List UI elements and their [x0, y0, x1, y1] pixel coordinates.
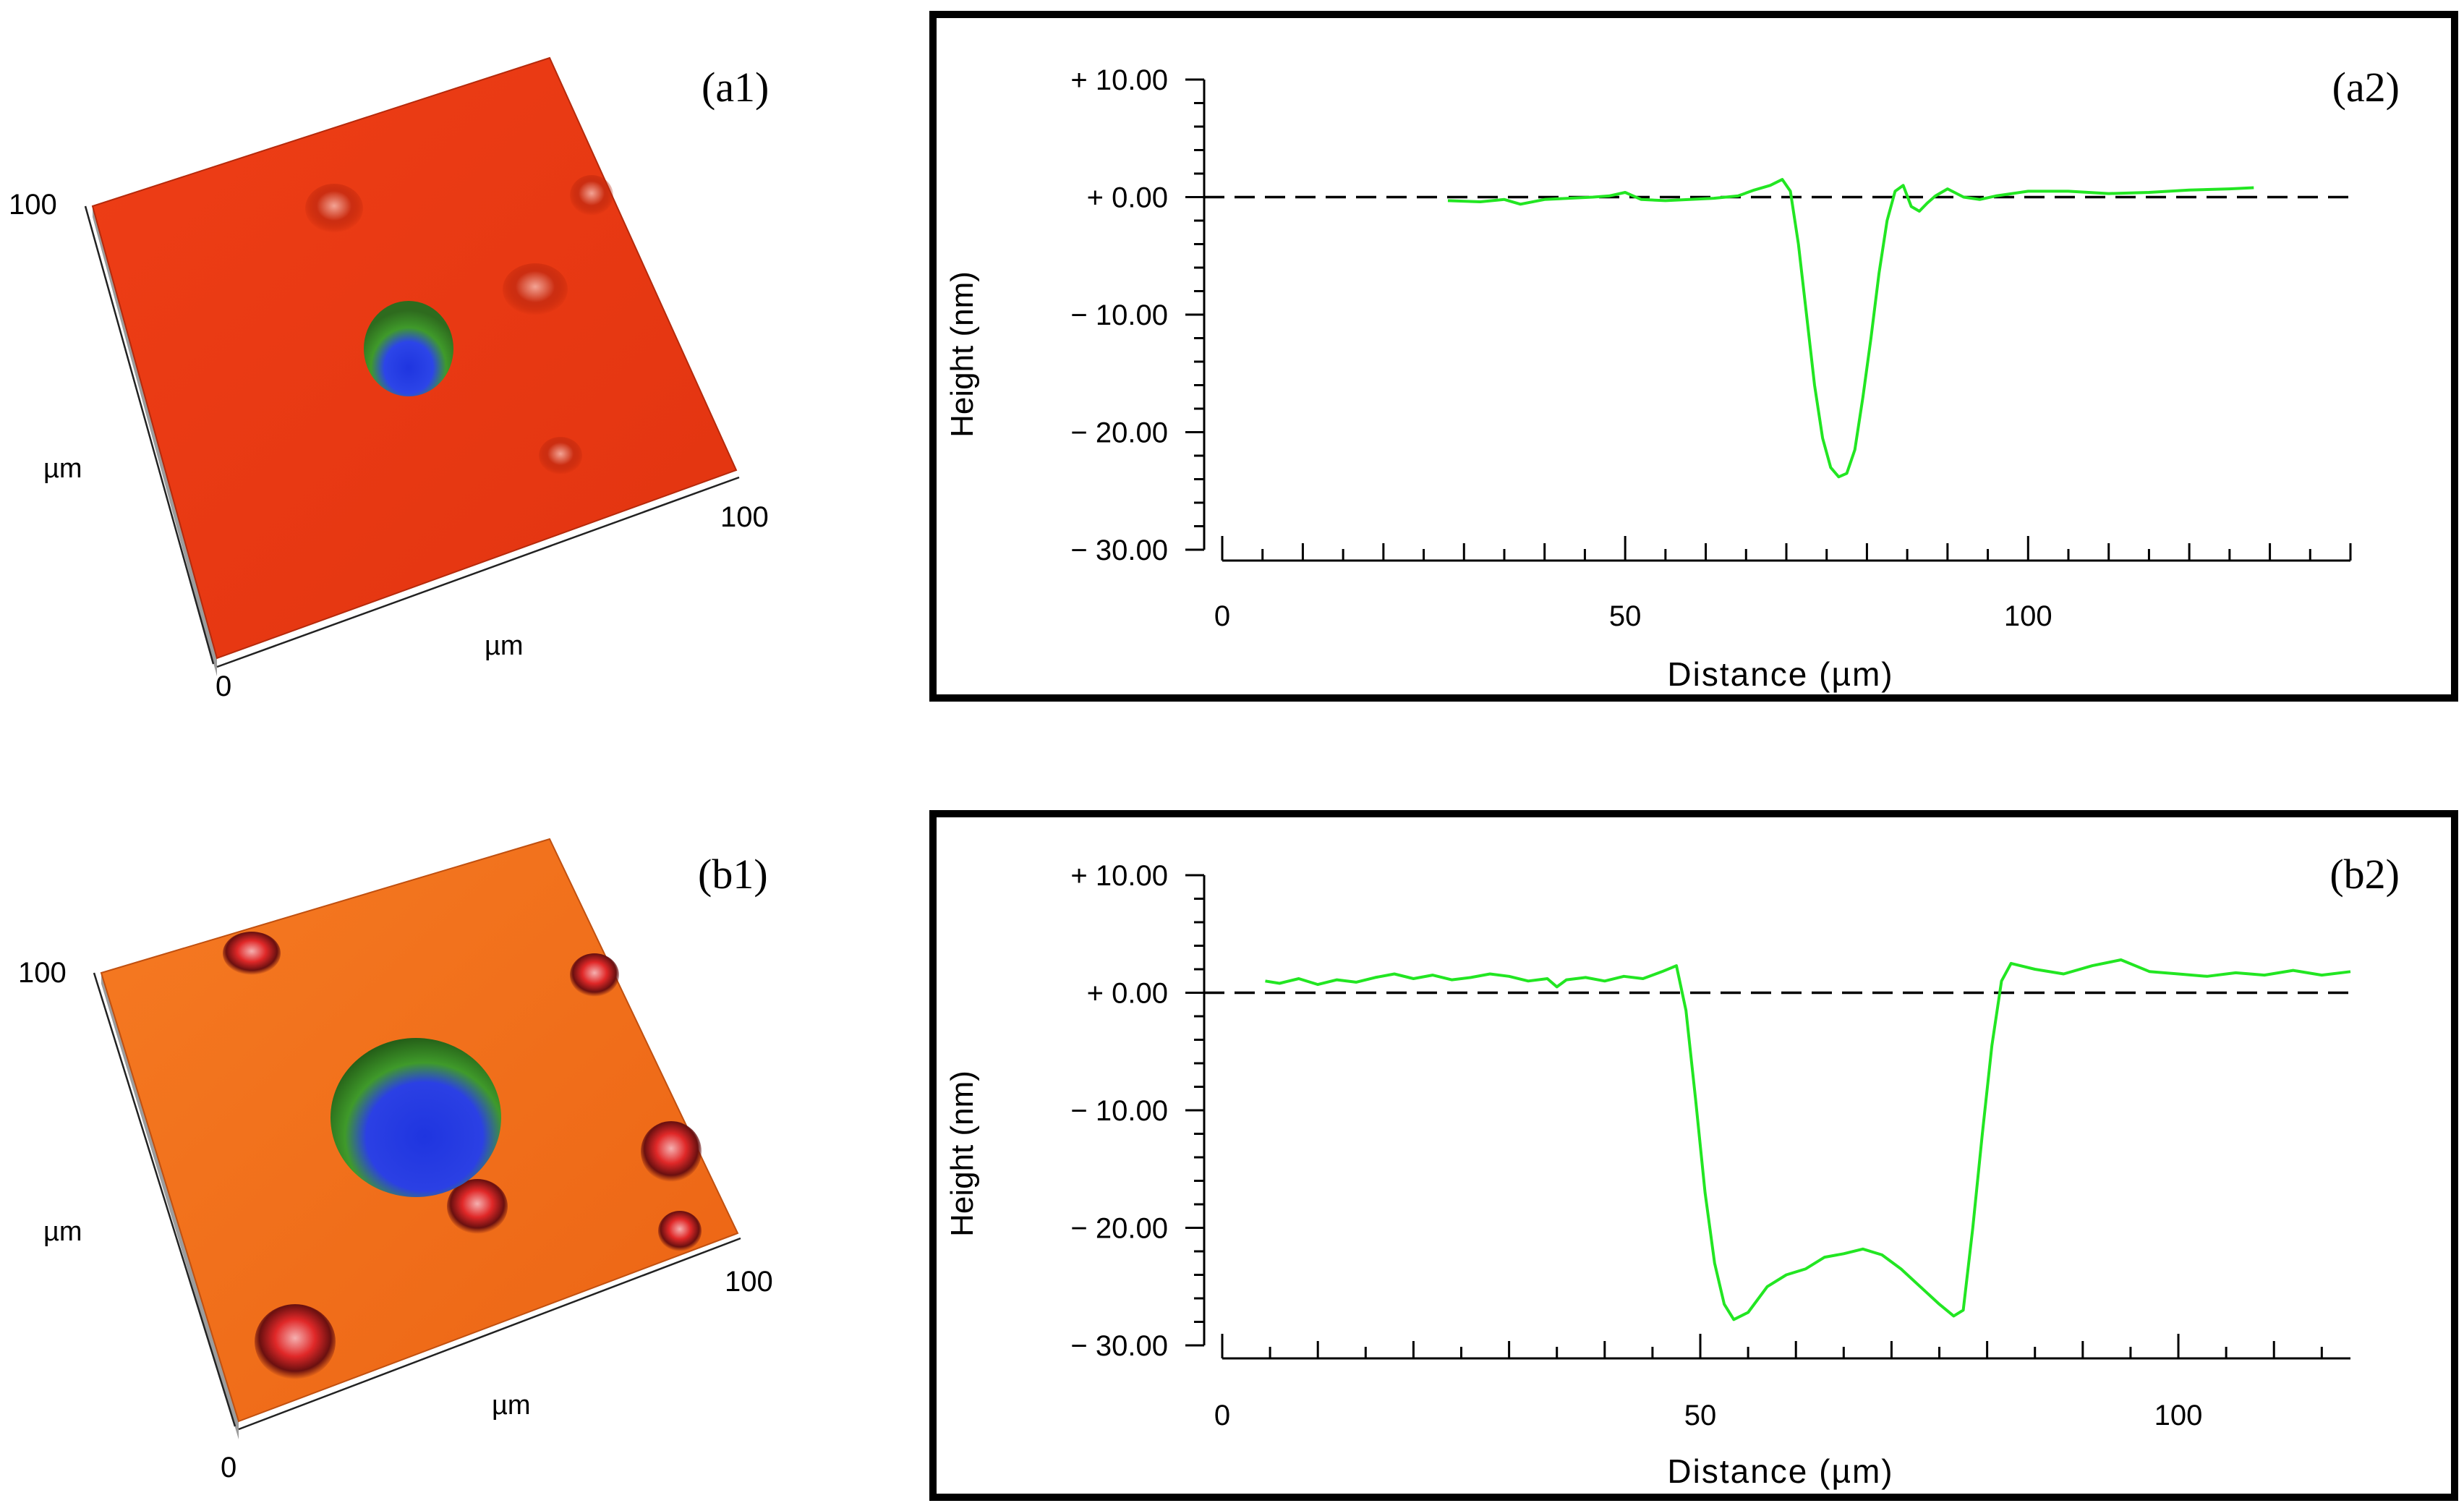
b1-pit	[331, 1038, 501, 1197]
panel-b2: (b2) + 10.00 + 0.00 − 10.00 − 20.00 − 30.00 0…	[929, 810, 2458, 1501]
b1-axis-bottom	[238, 1237, 741, 1431]
b1-y-axis-max: 100	[18, 957, 67, 989]
b1-panel-label: (b1)	[698, 851, 768, 898]
b2-y-axis-label: Height (nm)	[945, 1071, 980, 1237]
a1-origin: 0	[216, 671, 231, 702]
b2-y-tick-label: − 10.00	[1070, 1095, 1168, 1127]
b2-y-tick-label: − 20.00	[1070, 1213, 1168, 1245]
b1-x-unit: µm	[492, 1390, 531, 1421]
b2-frame	[929, 810, 2458, 1501]
b1-axis-left	[93, 972, 236, 1427]
b2-y-tick-label: + 0.00	[1087, 978, 1168, 1010]
b2-x-tick-label: 0	[1214, 1400, 1230, 1431]
a1-axis-bottom	[216, 476, 740, 668]
a2-panel-label: (a2)	[2332, 64, 2400, 111]
b2-x-tick-label: 50	[1684, 1400, 1717, 1431]
a2-y-axis-label: Height (nm)	[945, 271, 980, 438]
a2-y-tick-label: − 20.00	[1070, 417, 1168, 449]
b2-x-axis-label: Distance (µm)	[1667, 1452, 1893, 1490]
a2-frame	[929, 11, 2458, 702]
a1-y-unit: µm	[43, 454, 82, 484]
a2-plot: + 10.00 + 0.00 − 10.00 − 20.00 − 30.00 0 50 100	[1070, 64, 2352, 632]
b1-bump	[223, 932, 281, 975]
b2-y-tick-label: − 30.00	[1070, 1330, 1168, 1362]
b2-y-tick-label: + 10.00	[1070, 860, 1168, 892]
b1-bump	[447, 1179, 508, 1234]
panel-a2: (a2) + 10.00 + 0.00 − 10.00 − 20.00 − 30.00 0…	[929, 11, 2458, 702]
b2-x-tick-label: 100	[2154, 1400, 2203, 1431]
a1-y-axis-max: 100	[9, 189, 57, 221]
a2-x-tick-label: 100	[2004, 600, 2052, 632]
a2-profile-line	[1447, 178, 2254, 479]
b1-y-unit: µm	[43, 1217, 82, 1247]
a2-x-tick-label: 0	[1214, 600, 1230, 632]
panel-a1: (a1) 100 µm 100 µm 0	[9, 56, 769, 702]
b2-plot: + 10.00 + 0.00 − 10.00 − 20.00 − 30.00 0 50 100	[1070, 860, 2351, 1431]
b1-bump	[570, 953, 619, 997]
a2-y-tick-label: + 0.00	[1087, 182, 1168, 214]
a2-x-tick-label: 50	[1609, 600, 1642, 632]
a1-bump	[503, 263, 568, 315]
b2-panel-label: (b2)	[2329, 851, 2400, 898]
a1-pit	[364, 301, 453, 396]
a2-y-tick-label: + 10.00	[1070, 64, 1168, 96]
a1-x-unit: µm	[485, 631, 524, 661]
a1-panel-label: (a1)	[702, 64, 769, 111]
b1-bump	[641, 1121, 702, 1182]
a2-x-axis-label: Distance (µm)	[1667, 655, 1893, 693]
a1-surface-side	[93, 206, 217, 676]
a2-y-tick-label: − 10.00	[1070, 299, 1168, 331]
b1-surface-side	[101, 973, 239, 1439]
a1-axis-left	[84, 205, 215, 665]
b1-x-axis-max: 100	[725, 1266, 773, 1298]
b1-bump	[255, 1304, 336, 1379]
b2-profile-line	[1265, 958, 2351, 1321]
a2-y-tick-label: − 30.00	[1070, 535, 1168, 566]
a1-bump	[570, 175, 613, 216]
b1-origin: 0	[221, 1452, 236, 1484]
a1-x-axis-max: 100	[720, 501, 769, 533]
b1-bump	[658, 1211, 702, 1251]
a1-bump	[539, 437, 582, 474]
panel-b1: (b1) 100 µm 100 µm 0	[18, 838, 773, 1484]
a1-bump	[305, 184, 363, 233]
